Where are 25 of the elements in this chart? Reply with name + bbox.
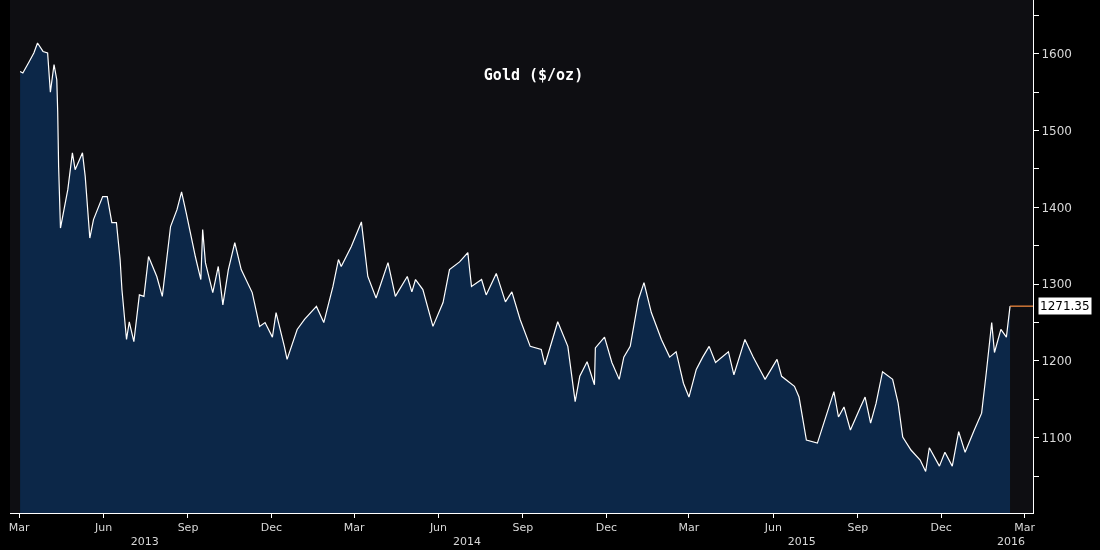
x-tick-label: Sep [177,521,199,535]
ref-line-label: 1271.35 [1040,299,1090,313]
x2-tick-label: 2014 [452,535,481,548]
y-tick-label: 1600 [1041,46,1072,61]
x-tick-label: Sep [847,521,869,535]
x2-tick-label: 2013 [130,535,159,548]
y-tick-label: 1300 [1041,277,1072,292]
text: Gold ($/oz) [483,66,584,85]
x-tick-label: Dec [260,521,283,535]
x-tick-label: Jun [763,521,782,535]
y-tick-label: 1100 [1041,430,1072,445]
x2-tick-label: 2016 [996,535,1025,548]
y-tick-label: 1400 [1041,200,1072,215]
x-tick-label: Sep [512,521,534,535]
x-tick-label: Mar [343,521,365,535]
x-tick-label: Mar [8,521,31,535]
x-tick-label: Dec [930,521,952,535]
x-tick-label: Dec [595,521,618,535]
y-tick-label: 1200 [1041,354,1072,369]
y-tick-label: 1500 [1041,123,1072,138]
x-tick-label: Jun [93,521,113,535]
x2-tick-label: 2015 [787,535,816,548]
x-tick-label: Mar [1014,521,1036,535]
x-tick-label: Mar [678,521,700,535]
x-tick-label: Jun [428,521,448,535]
